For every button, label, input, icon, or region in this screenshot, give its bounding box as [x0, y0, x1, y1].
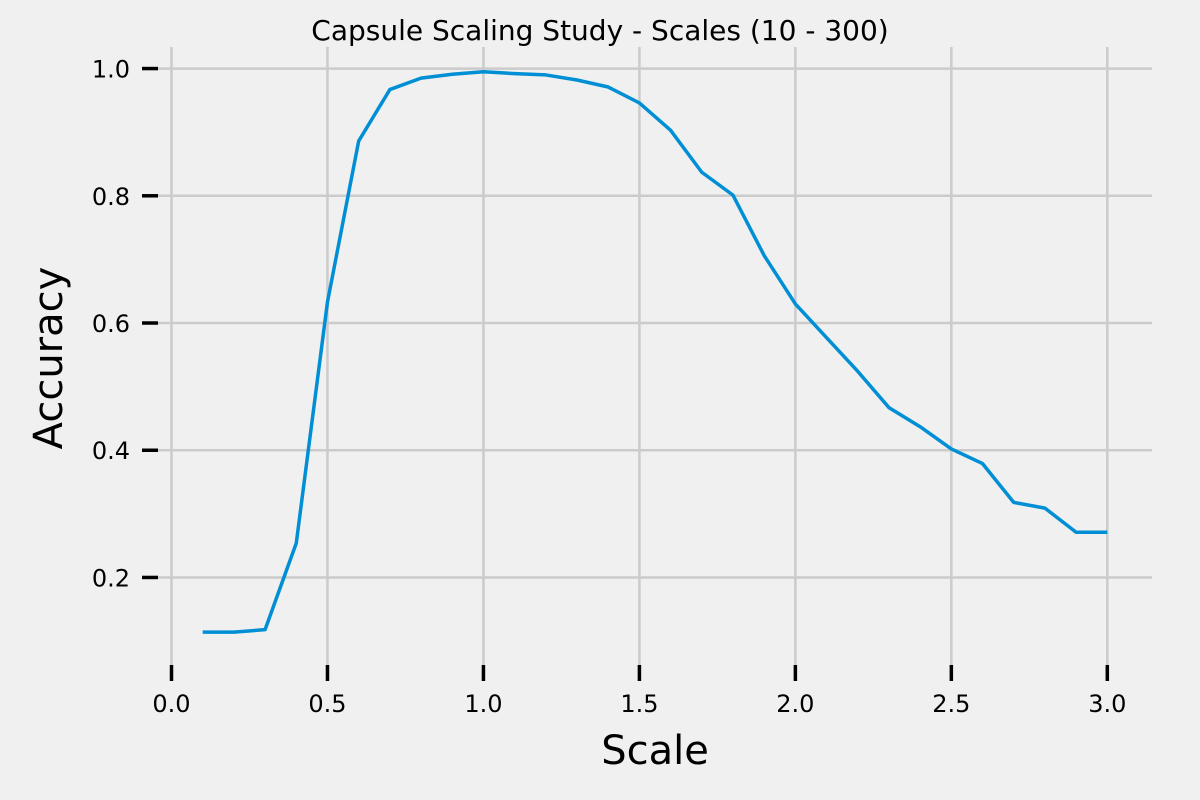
x-tick-label: 0.5 — [308, 690, 346, 718]
x-tick-label: 2.5 — [932, 690, 970, 718]
y-axis-label: Accuracy — [26, 267, 72, 450]
grid-lines — [158, 47, 1152, 669]
axis-ticks — [142, 66, 1110, 681]
series-layer — [202, 70, 1108, 634]
y-tick-label: 1.0 — [92, 56, 130, 84]
y-tick-label: 0.4 — [92, 437, 130, 465]
x-tick-label: 1.5 — [620, 690, 658, 718]
chart-title: Capsule Scaling Study - Scales (10 - 300… — [311, 14, 888, 47]
x-tick-label: 1.0 — [464, 690, 502, 718]
x-tick-label: 0.0 — [152, 690, 190, 718]
x-axis-label: Scale — [601, 728, 709, 774]
x-tick-label: 3.0 — [1088, 690, 1126, 718]
series-line — [202, 70, 1108, 634]
y-tick-label: 0.8 — [92, 183, 130, 211]
y-tick-label: 0.6 — [92, 310, 130, 338]
x-tick-label: 2.0 — [776, 690, 814, 718]
y-tick-label: 0.2 — [92, 564, 130, 592]
